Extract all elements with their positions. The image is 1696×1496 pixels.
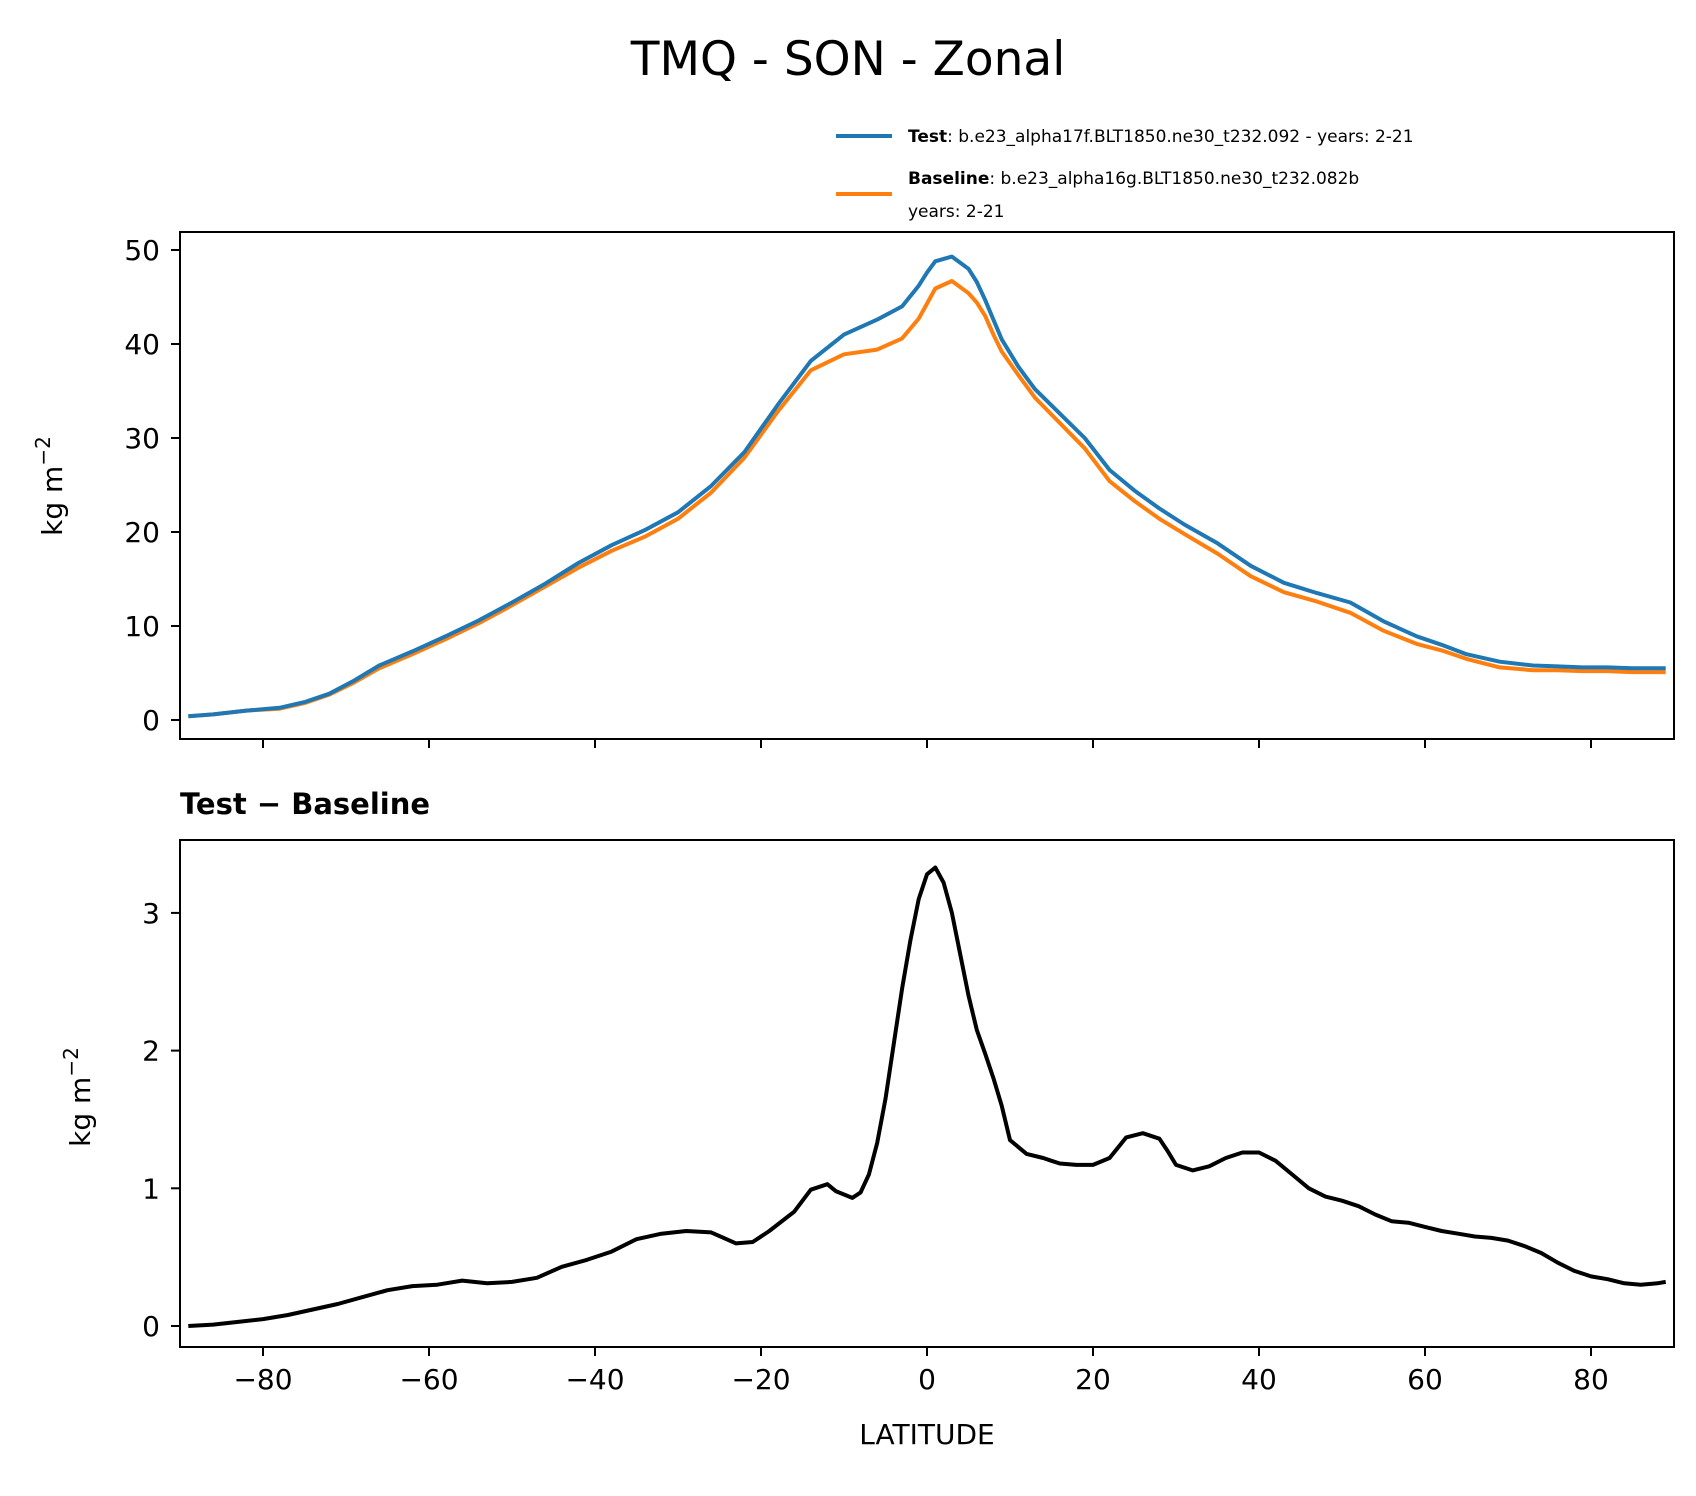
bottom-xtick-label: −40 (565, 1363, 624, 1396)
series-line-test (188, 254, 1666, 719)
top-ytick-label: 0 (142, 704, 160, 737)
bottom-y-axis-label: kg m−2 (59, 1047, 97, 1147)
bottom-xtick-label: −80 (233, 1363, 292, 1396)
top-ytick-label: 30 (124, 422, 160, 455)
bottom-ytick-label: 0 (142, 1310, 160, 1343)
top-panel: 0 10 20 30 40 50 kg m−2 (31, 231, 1675, 748)
legend-test-label: Test (908, 127, 947, 147)
figure-title: TMQ - SON - Zonal (630, 32, 1066, 87)
top-plot-frame (179, 231, 1675, 740)
series-line-difference (188, 865, 1667, 1328)
legend-baseline-label: Baseline (908, 169, 989, 189)
legend-baseline-years: years: 2-21 (908, 202, 1005, 222)
top-y-ticks: 0 10 20 30 40 50 (124, 234, 180, 737)
top-ytick-label: 10 (124, 610, 160, 643)
top-ytick-label: 20 (124, 516, 160, 549)
bottom-panel: Test − Baseline 0 1 2 3 −80 −60 −40 −20 0 20 40 60… (59, 787, 1675, 1451)
bottom-xtick-label: 60 (1407, 1363, 1443, 1396)
top-ytick-label: 50 (124, 234, 160, 267)
bottom-xtick-label: −20 (731, 1363, 790, 1396)
legend-baseline-text: Baseline: b.e23_alpha16g.BLT1850.ne30_t2… (908, 169, 1359, 189)
series-line-baseline (188, 279, 1666, 719)
bottom-ytick-label: 1 (142, 1172, 160, 1205)
bottom-ytick-label: 2 (142, 1035, 160, 1068)
legend: Test: b.e23_alpha17f.BLT1850.ne30_t232.0… (836, 127, 1414, 222)
bottom-y-ticks: 0 1 2 3 (142, 897, 180, 1343)
bottom-xtick-label: 40 (1241, 1363, 1277, 1396)
legend-baseline-desc: : b.e23_alpha16g.BLT1850.ne30_t232.082b (989, 169, 1359, 189)
bottom-xtick-label: 80 (1573, 1363, 1609, 1396)
legend-test-text: Test: b.e23_alpha17f.BLT1850.ne30_t232.0… (908, 127, 1414, 147)
bottom-panel-title: Test − Baseline (180, 787, 430, 821)
bottom-xtick-label: 0 (918, 1363, 936, 1396)
top-ytick-label: 40 (124, 328, 160, 361)
bottom-ytick-label: 3 (142, 897, 160, 930)
top-y-axis-label: kg m−2 (31, 436, 69, 536)
x-axis-label: LATITUDE (859, 1418, 994, 1451)
legend-test-desc: : b.e23_alpha17f.BLT1850.ne30_t232.092 -… (947, 127, 1413, 147)
bottom-plot-frame (179, 839, 1675, 1348)
bottom-x-ticks: −80 −60 −40 −20 0 20 40 60 80 (233, 1347, 1609, 1396)
top-x-ticks (262, 739, 1592, 748)
bottom-xtick-label: 20 (1075, 1363, 1111, 1396)
bottom-xtick-label: −60 (399, 1363, 458, 1396)
